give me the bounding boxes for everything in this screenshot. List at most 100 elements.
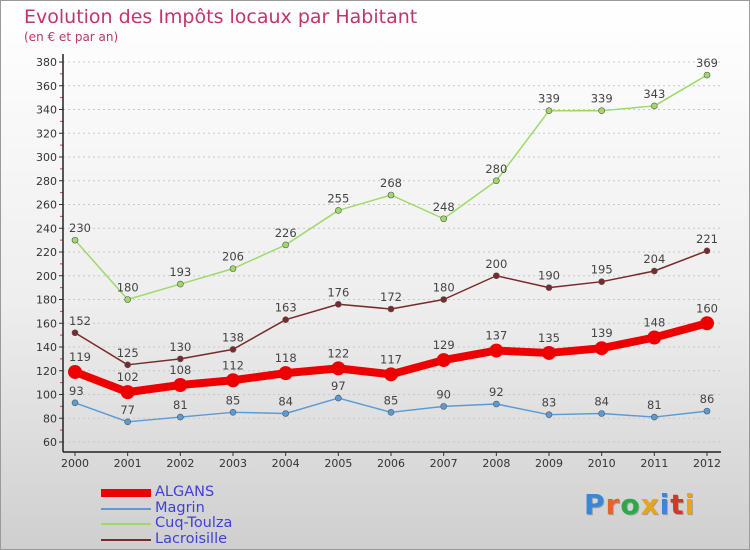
data-point bbox=[489, 343, 504, 358]
x-tick-label: 2012 bbox=[693, 457, 721, 470]
legend-swatch bbox=[101, 507, 151, 510]
data-label: 129 bbox=[433, 338, 455, 352]
data-label: 180 bbox=[117, 281, 139, 295]
data-label: 92 bbox=[489, 385, 504, 399]
y-tick-label: 140 bbox=[36, 341, 57, 354]
data-point bbox=[71, 329, 79, 337]
data-label: 77 bbox=[120, 403, 135, 417]
legend-swatch bbox=[101, 523, 151, 525]
data-point bbox=[651, 102, 658, 110]
data-point bbox=[703, 71, 711, 79]
data-point bbox=[387, 409, 395, 416]
data-point bbox=[173, 378, 188, 392]
data-point bbox=[124, 418, 131, 426]
data-point bbox=[68, 364, 82, 379]
x-tick-label: 2010 bbox=[588, 457, 616, 470]
data-point bbox=[651, 413, 658, 421]
data-label: 84 bbox=[278, 395, 293, 409]
data-point bbox=[594, 341, 609, 356]
data-label: 190 bbox=[538, 269, 560, 283]
data-point bbox=[703, 407, 711, 415]
data-label: 160 bbox=[696, 301, 718, 315]
x-tick-label: 2009 bbox=[535, 457, 563, 470]
data-label: 83 bbox=[542, 396, 557, 410]
data-point bbox=[278, 366, 293, 381]
data-point bbox=[440, 215, 447, 223]
data-point bbox=[71, 236, 79, 244]
data-label: 339 bbox=[591, 92, 613, 106]
data-point bbox=[331, 361, 346, 376]
data-label: 176 bbox=[327, 285, 349, 299]
legend-swatch bbox=[101, 538, 151, 541]
data-point bbox=[493, 272, 500, 280]
data-point bbox=[545, 411, 553, 418]
y-tick-label: 180 bbox=[36, 294, 57, 307]
proxiti-logo: Proxiti bbox=[584, 488, 696, 521]
data-point bbox=[545, 107, 553, 114]
data-label: 90 bbox=[436, 387, 451, 401]
data-label: 85 bbox=[226, 393, 241, 407]
y-tick-label: 120 bbox=[36, 365, 57, 378]
data-label: 172 bbox=[380, 290, 402, 304]
data-label: 204 bbox=[643, 252, 665, 266]
data-label: 206 bbox=[222, 250, 244, 264]
data-label: 193 bbox=[169, 265, 191, 279]
data-label: 125 bbox=[117, 346, 139, 360]
data-point bbox=[226, 373, 240, 388]
data-point bbox=[282, 316, 289, 323]
data-label: 81 bbox=[647, 398, 662, 412]
data-label: 339 bbox=[538, 92, 560, 106]
x-tick-label: 2011 bbox=[640, 457, 668, 470]
data-label: 102 bbox=[117, 370, 139, 384]
x-tick-label: 2008 bbox=[482, 457, 510, 470]
legend-label: Lacroisille bbox=[155, 530, 228, 547]
data-label: 122 bbox=[327, 346, 349, 360]
data-point bbox=[598, 107, 605, 114]
data-point bbox=[436, 353, 451, 368]
legend-label: ALGANS bbox=[155, 484, 215, 500]
data-label: 343 bbox=[643, 87, 665, 101]
data-label: 248 bbox=[433, 200, 455, 214]
data-point bbox=[335, 394, 342, 402]
data-point bbox=[651, 267, 658, 275]
chart-subtitle: (en € et par an) bbox=[24, 30, 119, 44]
data-point bbox=[71, 399, 79, 407]
data-point bbox=[282, 410, 289, 417]
data-label: 369 bbox=[696, 56, 718, 70]
data-point bbox=[700, 316, 714, 331]
data-label: 86 bbox=[700, 392, 715, 406]
x-tick-label: 2004 bbox=[272, 457, 300, 470]
data-point bbox=[542, 345, 556, 360]
chart-title: Evolution des Impôts locaux par Habitant bbox=[24, 6, 418, 28]
data-label: 138 bbox=[222, 330, 244, 344]
y-tick-label: 80 bbox=[43, 412, 57, 425]
data-label: 81 bbox=[173, 398, 188, 412]
data-point bbox=[124, 361, 131, 369]
x-tick-label: 2003 bbox=[219, 457, 247, 470]
legend-swatch bbox=[101, 489, 151, 497]
data-label: 230 bbox=[69, 221, 91, 235]
data-point bbox=[545, 284, 553, 291]
data-point bbox=[282, 241, 289, 249]
y-tick-label: 340 bbox=[36, 104, 57, 117]
data-point bbox=[229, 409, 237, 416]
data-point bbox=[493, 177, 500, 185]
x-tick-label: 2001 bbox=[114, 457, 142, 470]
data-point bbox=[384, 367, 398, 382]
y-tick-label: 300 bbox=[36, 151, 57, 164]
y-tick-label: 260 bbox=[36, 199, 57, 212]
x-tick-label: 2006 bbox=[377, 457, 405, 470]
data-label: 139 bbox=[591, 326, 613, 340]
data-label: 85 bbox=[384, 393, 399, 407]
data-point bbox=[177, 280, 184, 288]
y-tick-label: 200 bbox=[36, 270, 57, 283]
data-point bbox=[387, 305, 395, 313]
data-label: 148 bbox=[643, 316, 665, 330]
x-tick-label: 2002 bbox=[166, 457, 194, 470]
data-label: 112 bbox=[222, 358, 244, 372]
y-tick-label: 160 bbox=[36, 317, 57, 330]
data-label: 135 bbox=[538, 331, 560, 345]
data-point bbox=[177, 355, 184, 363]
data-point bbox=[335, 207, 342, 214]
data-point bbox=[440, 403, 447, 410]
